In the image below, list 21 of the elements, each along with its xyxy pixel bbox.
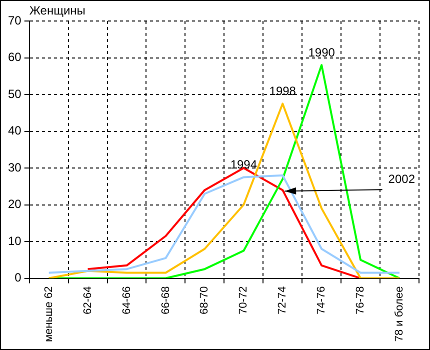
x-tick-label: 66-68 xyxy=(160,286,172,314)
x-tick-label: меньше 62 xyxy=(42,286,55,342)
x-tick-label: 74-76 xyxy=(316,286,328,314)
x-tick-label: 72-74 xyxy=(276,286,289,314)
y-tick-label: 30 xyxy=(8,160,22,174)
x-tick-label: 64-66 xyxy=(120,286,133,314)
x-tick-label: 62-64 xyxy=(82,286,94,314)
y-tick-label: 10 xyxy=(8,234,22,248)
annotation: 1990 xyxy=(308,45,336,60)
y-axis-title: Женщины xyxy=(29,3,86,18)
annotation: 2002 xyxy=(388,172,416,186)
y-tick-label: 20 xyxy=(8,197,22,212)
x-tick-label: 70-72 xyxy=(238,286,250,314)
x-tick-label: 68-70 xyxy=(198,286,211,314)
y-tick-label: 0 xyxy=(14,270,22,285)
y-tick-label: 40 xyxy=(8,124,22,138)
x-tick-label: 78 и более xyxy=(394,286,406,342)
x-tick-label: 76-78 xyxy=(354,286,367,314)
y-tick-label: 50 xyxy=(8,86,22,101)
y-tick-label: 70 xyxy=(8,13,22,28)
y-tick-label: 60 xyxy=(8,50,22,64)
